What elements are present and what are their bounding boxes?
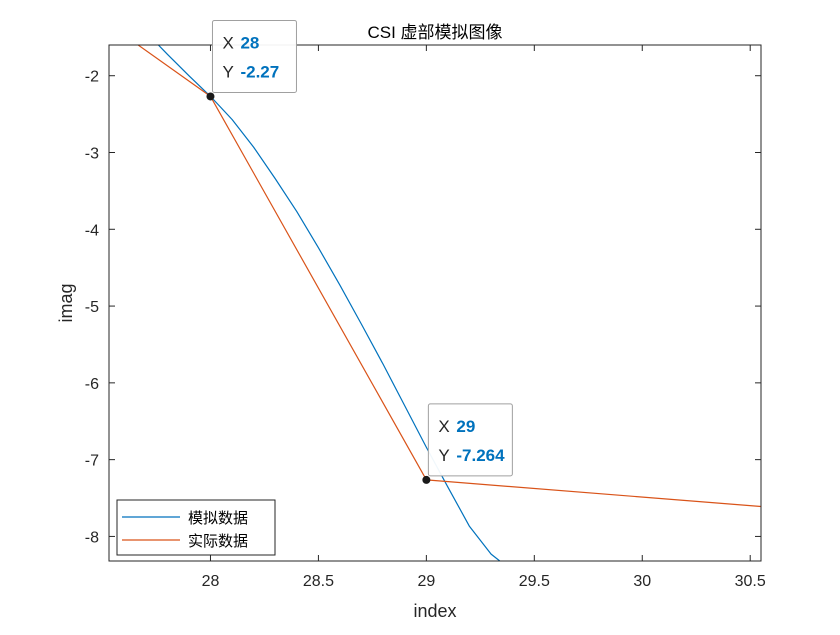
x-tick-label: 30: [633, 573, 651, 590]
datatip-x-label: X: [438, 417, 449, 436]
series-layer: [137, 45, 761, 561]
chart-title: CSI 虚部模拟图像: [367, 23, 502, 42]
y-tick-label: -7: [85, 453, 99, 470]
tick-layer: 28 28.5 29 29.5 30 30.5 -2 -3 -4 -5 -6 -7 -8: [85, 45, 766, 590]
x-tick-label: 29.5: [519, 573, 550, 590]
y-tick-label: -3: [85, 146, 99, 163]
datatip-y-value: -7.264: [456, 446, 505, 465]
datatip-y-label: Y: [222, 62, 233, 81]
datatip-y-value: -2.27: [240, 62, 279, 81]
legend-label-simulated: 模拟数据: [188, 510, 248, 527]
x-tick-label: 28: [202, 573, 220, 590]
y-tick-label: -8: [85, 529, 99, 546]
series-line-1: [137, 45, 761, 508]
datatip-x-label: X: [222, 33, 233, 52]
x-tick-label: 28.5: [303, 573, 334, 590]
y-tick-label: -5: [85, 299, 99, 316]
datatip-layer: X 28 Y -2.27 X 29 Y -7.264: [211, 19, 513, 477]
x-axis-label: index: [413, 601, 456, 621]
datatip-x-value: 29: [456, 417, 475, 436]
y-tick-label: -2: [85, 69, 99, 86]
datatip-box: [211, 19, 297, 93]
legend-label-actual: 实际数据: [188, 533, 248, 550]
x-tick-label: 29: [417, 573, 435, 590]
y-tick-label: -6: [85, 376, 99, 393]
datatip-marker[interactable]: [206, 92, 215, 101]
plot-area: [109, 45, 761, 561]
x-tick-label: 30.5: [735, 573, 766, 590]
y-tick-label: -4: [85, 222, 99, 239]
datatip-x-value: 28: [240, 33, 259, 52]
legend-box: [116, 499, 276, 556]
datatip[interactable]: X 29 Y -7.264: [427, 403, 513, 477]
datatip-box: [427, 403, 513, 477]
datatip-y-label: Y: [438, 446, 449, 465]
datatip-marker[interactable]: [422, 475, 431, 484]
series-line-0: [157, 45, 501, 561]
datatip[interactable]: X 28 Y -2.27: [211, 19, 297, 93]
y-axis-label: imag: [56, 283, 76, 322]
legend[interactable]: 模拟数据 实际数据: [116, 499, 276, 556]
marker-layer: [206, 92, 431, 484]
axes-box: [108, 44, 762, 562]
